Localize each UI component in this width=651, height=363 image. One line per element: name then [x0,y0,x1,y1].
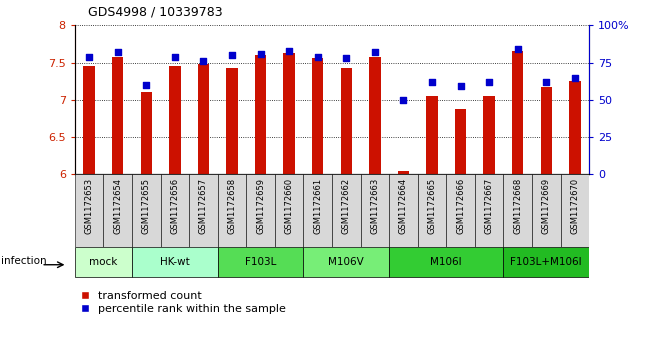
Bar [312,58,324,174]
FancyBboxPatch shape [475,174,503,247]
FancyBboxPatch shape [161,174,189,247]
Text: GSM1172659: GSM1172659 [256,178,265,234]
Text: M106I: M106I [430,257,462,267]
FancyBboxPatch shape [332,174,361,247]
Text: GSM1172665: GSM1172665 [428,178,437,234]
FancyBboxPatch shape [217,248,303,277]
FancyBboxPatch shape [503,248,589,277]
Bar [484,96,495,174]
Text: M106V: M106V [328,257,364,267]
Bar [398,171,409,174]
Bar [512,52,523,174]
Point [113,49,123,55]
Bar [455,109,466,174]
Text: GSM1172661: GSM1172661 [313,178,322,234]
FancyBboxPatch shape [389,174,418,247]
Text: GSM1172667: GSM1172667 [484,178,493,234]
FancyBboxPatch shape [303,174,332,247]
Bar [112,57,124,174]
Point [427,79,437,85]
FancyBboxPatch shape [503,174,532,247]
Text: F103L+M106I: F103L+M106I [510,257,582,267]
Point [512,46,523,52]
Text: GSM1172655: GSM1172655 [142,178,151,234]
FancyBboxPatch shape [532,174,561,247]
FancyBboxPatch shape [389,248,503,277]
Text: mock: mock [89,257,118,267]
Point [255,51,266,57]
Point [141,82,152,88]
FancyBboxPatch shape [447,174,475,247]
Text: HK-wt: HK-wt [160,257,189,267]
Text: GSM1172658: GSM1172658 [227,178,236,234]
FancyBboxPatch shape [561,174,589,247]
Point [570,74,580,80]
FancyBboxPatch shape [246,174,275,247]
Point [398,97,409,103]
Point [84,54,94,60]
FancyBboxPatch shape [418,174,447,247]
Bar [283,53,295,174]
Bar [569,81,581,174]
Bar [83,66,95,174]
Point [484,79,494,85]
Text: GSM1172663: GSM1172663 [370,178,380,234]
FancyBboxPatch shape [189,174,217,247]
Legend: transformed count, percentile rank within the sample: transformed count, percentile rank withi… [76,286,290,318]
Point [541,79,551,85]
Point [312,54,323,60]
Text: GSM1172664: GSM1172664 [399,178,408,234]
Bar [255,55,266,174]
Text: GSM1172654: GSM1172654 [113,178,122,234]
Bar [169,66,180,174]
Bar [540,87,552,174]
Text: GSM1172670: GSM1172670 [570,178,579,234]
Text: GSM1172656: GSM1172656 [171,178,180,234]
FancyBboxPatch shape [75,248,132,277]
FancyBboxPatch shape [275,174,303,247]
Text: GSM1172660: GSM1172660 [284,178,294,234]
Text: infection: infection [1,256,47,266]
Point [170,54,180,60]
Bar [198,64,209,174]
Text: GSM1172657: GSM1172657 [199,178,208,234]
Point [370,49,380,55]
Text: GSM1172669: GSM1172669 [542,178,551,234]
Point [341,55,352,61]
Text: GSM1172662: GSM1172662 [342,178,351,234]
Point [198,58,208,64]
Text: GSM1172668: GSM1172668 [513,178,522,234]
FancyBboxPatch shape [104,174,132,247]
Bar [141,93,152,174]
FancyBboxPatch shape [75,174,104,247]
Text: GDS4998 / 10339783: GDS4998 / 10339783 [88,5,223,18]
Text: GSM1172666: GSM1172666 [456,178,465,234]
Bar [340,68,352,174]
Point [227,52,237,58]
FancyBboxPatch shape [132,248,217,277]
Bar [227,68,238,174]
Text: GSM1172653: GSM1172653 [85,178,94,234]
Bar [426,96,437,174]
Text: F103L: F103L [245,257,276,267]
FancyBboxPatch shape [132,174,161,247]
FancyBboxPatch shape [303,248,389,277]
FancyBboxPatch shape [217,174,246,247]
Bar [369,57,381,174]
Point [284,48,294,54]
FancyBboxPatch shape [361,174,389,247]
Point [456,83,466,89]
